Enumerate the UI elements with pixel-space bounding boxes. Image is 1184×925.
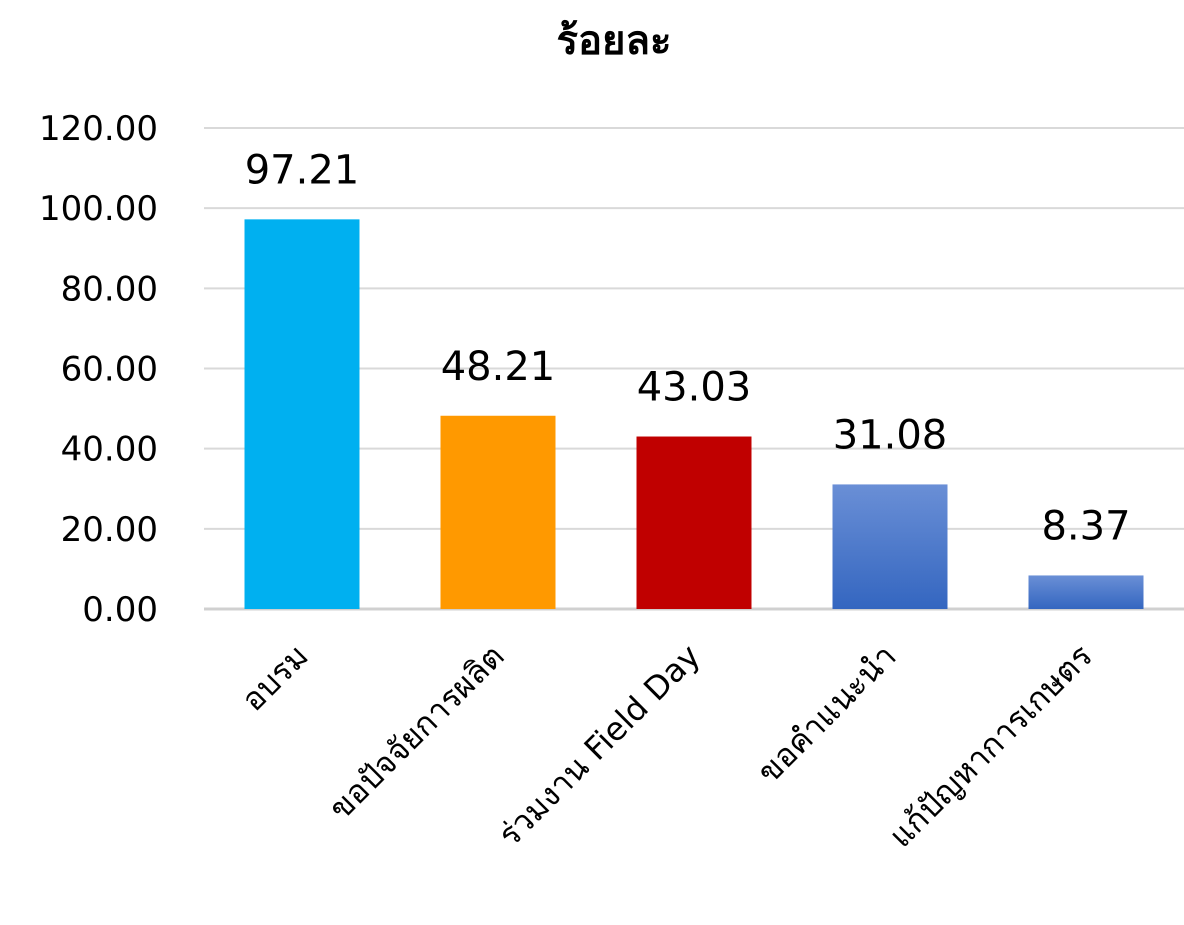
x-category-label: อบรม <box>234 637 316 719</box>
x-axis-categories: อบรม ขอปัจจัยการผลิตร่วมงาน Field Day ขอคำ… <box>234 637 1100 855</box>
x-category-label: ขอคำแนะนำ <box>750 637 904 791</box>
bar <box>244 219 360 609</box>
x-category-label: แก้ปัญหาการเกษตร <box>881 637 1099 855</box>
y-tick-label: 120.00 <box>39 109 158 149</box>
y-tick-label: 60.00 <box>61 350 158 390</box>
chart-title: ร้อยละ <box>557 18 672 64</box>
gridlines <box>204 127 1184 611</box>
bar <box>1028 575 1144 609</box>
bar <box>440 415 556 609</box>
y-tick-label: 100.00 <box>39 189 158 229</box>
x-category-label: ขอปัจจัยการผลิต <box>321 637 511 827</box>
bar <box>636 436 752 609</box>
bars <box>244 219 1144 609</box>
data-labels: 97.21 48.21 43.03 31.08 8.37 <box>245 147 1131 549</box>
y-tick-label: 0.00 <box>82 590 158 630</box>
data-label: 8.37 <box>1041 503 1130 549</box>
y-tick-label: 40.00 <box>61 430 158 470</box>
data-label: 97.21 <box>245 147 360 193</box>
data-label: 48.21 <box>441 344 556 390</box>
y-tick-label: 80.00 <box>61 269 158 309</box>
bar <box>832 484 948 609</box>
data-label: 31.08 <box>833 412 948 458</box>
data-label: 43.03 <box>637 365 752 411</box>
y-tick-label: 20.00 <box>61 510 158 550</box>
y-axis-ticks: 0.00 20.00 40.00 60.00 80.00 100.00 120.00 <box>39 109 158 630</box>
x-category-label: ร่วมงาน Field Day <box>490 637 707 854</box>
